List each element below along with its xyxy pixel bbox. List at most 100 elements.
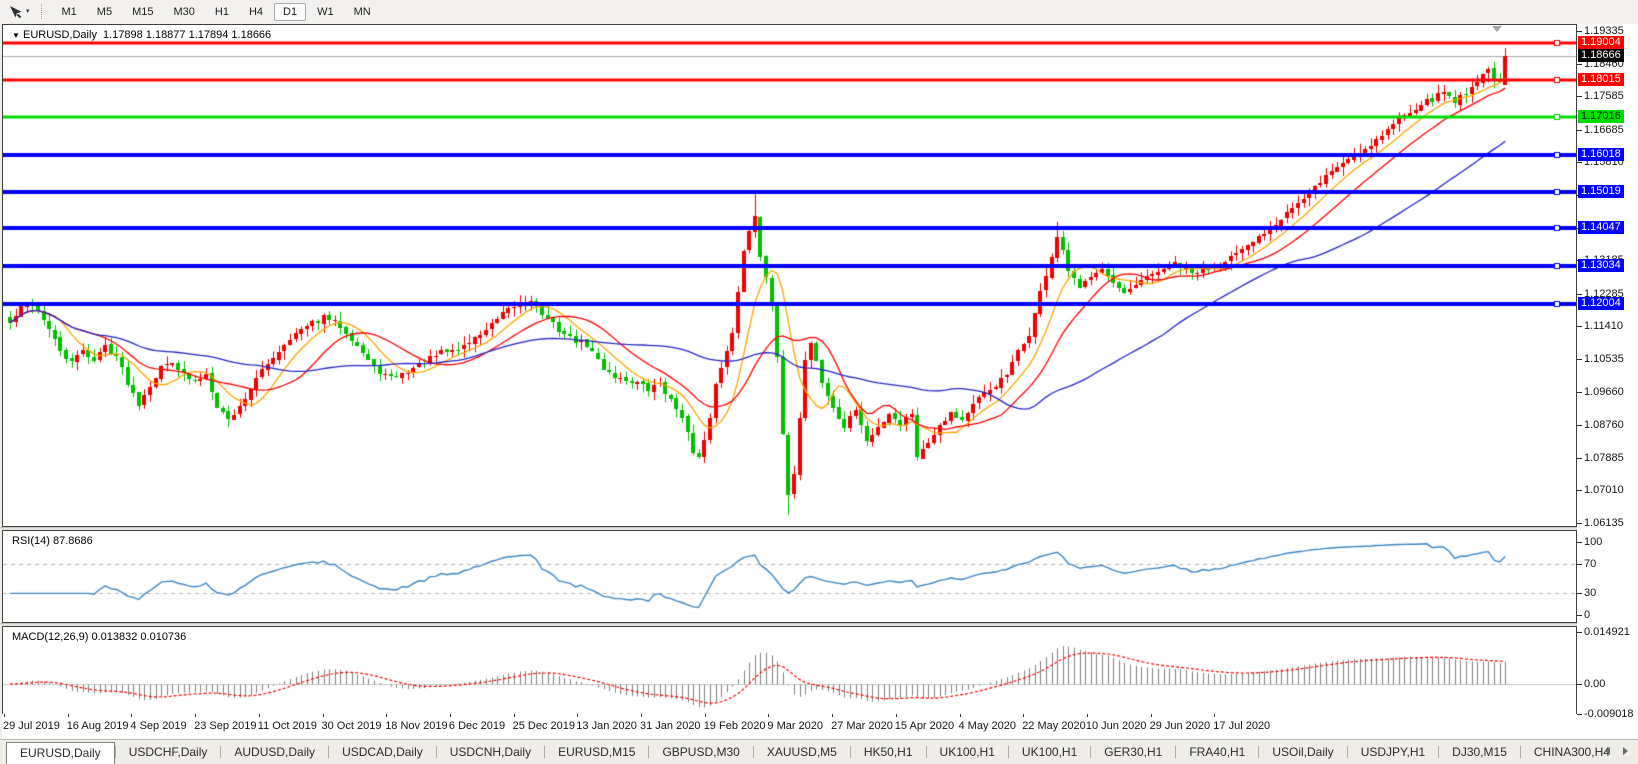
date-label: 30 Oct 2019	[321, 720, 382, 732]
tab-separator	[544, 746, 546, 758]
tab-separator	[1438, 746, 1440, 758]
timeframe-button-mn[interactable]: MN	[353, 5, 371, 18]
price-tick-label: 1.09660	[1577, 385, 1624, 398]
chart-tab-usoil-daily[interactable]: USOil,Daily	[1272, 745, 1334, 759]
macd-pane: MACD(12,26,9) 0.013832 0.010736	[2, 626, 1577, 715]
chart-tab-fra40-h1[interactable]: FRA40,H1	[1189, 745, 1246, 759]
rsi-tick-label: 100	[1577, 536, 1603, 548]
price-tick-label: 1.06135	[1577, 517, 1624, 529]
date-tick	[895, 714, 897, 717]
date-label: 25 Dec 2019	[512, 720, 575, 732]
tab-separator	[1090, 746, 1092, 758]
current-price-chip: 1.18666	[1578, 48, 1624, 62]
tab-separator	[1007, 746, 1009, 758]
pane-splitter[interactable]	[0, 623, 1638, 626]
date-label: 23 Sep 2019	[194, 720, 257, 732]
cursor-tool-button[interactable]: ▾	[4, 4, 34, 20]
date-tick	[641, 714, 642, 717]
level-price-chip: 1.13034	[1578, 258, 1624, 272]
chart-tab-eurusd-m15[interactable]: EURUSD,M15	[558, 745, 636, 759]
rsi-tick-label: 30	[1577, 587, 1597, 600]
date-label: 15 Apr 2020	[894, 720, 955, 732]
tab-separator	[1519, 746, 1521, 758]
date-axis[interactable]: 29 Jul 2019 16 Aug 2019 4 Sep 2019 23 Sep 2…	[2, 714, 1577, 739]
tab-separator	[925, 746, 927, 758]
rsi-pane: RSI(14) 87.8686	[2, 530, 1577, 623]
timeframe-button-m5[interactable]: M5	[96, 5, 113, 18]
date-tick	[4, 714, 5, 717]
chart-tab-gbpusd-m30[interactable]: GBPUSD,M30	[662, 745, 740, 759]
date-tick	[322, 714, 324, 717]
chart-tab-eurusd-daily[interactable]: EURUSD,Daily	[6, 742, 115, 764]
date-tick	[195, 714, 197, 717]
chart-tab-bar: EURUSD,Daily USDCHF,Daily AUDUSD,Daily USDC…	[0, 739, 1638, 764]
cursor-icon	[10, 5, 22, 18]
macd-tick-label: 0.014921	[1577, 625, 1630, 638]
tab-separator	[1175, 746, 1177, 758]
date-label: 16 Aug 2019	[66, 720, 129, 732]
price-tick-label: 1.08760	[1577, 419, 1624, 432]
chart-tab-dj30-m15[interactable]: DJ30,M15	[1452, 745, 1507, 759]
chart-tab-hk50-h1[interactable]: HK50,H1	[863, 745, 913, 759]
chart-tab-usdchf-daily[interactable]: USDCHF,Daily	[128, 745, 208, 759]
date-label: 13 Jan 2020	[576, 720, 637, 732]
tab-separator	[1346, 746, 1348, 758]
date-tick	[258, 714, 260, 717]
chart-tab-ger30-h1[interactable]: GER30,H1	[1104, 745, 1163, 759]
date-label: 18 Nov 2019	[385, 720, 448, 732]
date-tick	[1214, 714, 1216, 717]
chart-tab-usdcad-daily[interactable]: USDCAD,Daily	[342, 745, 423, 759]
price-tick-label: 1.11410	[1577, 320, 1623, 333]
date-label: 4 May 2020	[958, 720, 1016, 732]
date-tick	[513, 714, 515, 717]
tab-separator	[648, 746, 650, 758]
main-chart-pane: ▼ EURUSD,Daily 1.17898 1.18877 1.17894 1.…	[2, 24, 1577, 527]
date-label: 4 Sep 2019	[130, 720, 187, 732]
level-price-chip: 1.12004	[1578, 297, 1624, 311]
timeframe-button-m15[interactable]: M15	[132, 5, 154, 18]
macd-tick-label: 0.00	[1577, 678, 1606, 690]
price-axis[interactable]: 1.193351.184601.175851.166851.158101.149…	[1577, 24, 1638, 739]
macd-tick-label: -0.009018	[1577, 708, 1634, 720]
chart-tab-usdjpy-h1[interactable]: USDJPY,H1	[1360, 745, 1426, 759]
tab-separator	[220, 746, 222, 758]
chart-shift-marker[interactable]	[1492, 26, 1502, 32]
date-tick	[1023, 714, 1025, 717]
timeframe-button-d1[interactable]: D1	[274, 2, 307, 21]
rsi-canvas[interactable]	[3, 531, 1576, 622]
price-tick-label: 1.10535	[1577, 353, 1624, 365]
price-tick-label: 1.12285	[1577, 287, 1624, 300]
pane-splitter[interactable]	[0, 527, 1638, 530]
timeframe-toolbar: ▾ M1 M5 M15 M30 H1 H4 D1 W1 MN	[0, 0, 1638, 23]
main-chart-canvas[interactable]	[3, 25, 1576, 526]
date-label: 27 Mar 2020	[831, 720, 893, 732]
timeframe-button-m1[interactable]: M1	[61, 5, 77, 18]
date-tick	[959, 714, 961, 717]
tab-separator	[752, 746, 754, 758]
tab-scroll-left-icon[interactable]	[1605, 747, 1610, 755]
rsi-tick-label: 0	[1577, 609, 1591, 621]
timeframe-button-h4[interactable]: H4	[248, 5, 264, 18]
tab-separator	[114, 746, 116, 758]
date-label: 10 Jun 2020	[1085, 720, 1147, 732]
price-tick-label: 1.07010	[1577, 484, 1624, 497]
chart-tab-usdcnh-daily[interactable]: USDCNH,Daily	[449, 745, 532, 759]
timeframe-button-m30[interactable]: M30	[173, 5, 195, 18]
level-price-chip: 1.14047	[1578, 221, 1624, 235]
chart-tab-audusd-daily[interactable]: AUDUSD,Daily	[234, 745, 316, 759]
timeframe-button-h1[interactable]: H1	[214, 5, 229, 18]
chevron-down-icon: ▾	[26, 8, 30, 15]
chart-title-ohlc: 1.17898 1.18877 1.17894 1.18666	[102, 29, 272, 41]
chart-tab-uk100-h1[interactable]: UK100,H1	[1021, 745, 1078, 759]
chart-tab-china300-h4[interactable]: CHINA300,H4	[1533, 745, 1610, 759]
date-label: 19 Feb 2020	[703, 720, 766, 732]
level-price-chip: 1.16018	[1578, 147, 1624, 161]
timeframe-button-w1[interactable]: W1	[317, 5, 334, 18]
chart-tab-uk100-h1[interactable]: UK100,H1	[939, 745, 995, 759]
macd-canvas[interactable]	[3, 627, 1576, 714]
tab-scroll-buttons	[1605, 747, 1628, 755]
chart-tab-xauusd-m5[interactable]: XAUUSD,M5	[766, 745, 837, 759]
date-tick	[67, 714, 69, 717]
tab-scroll-right-icon[interactable]	[1623, 747, 1628, 755]
chart-collapse-icon[interactable]: ▼	[12, 31, 20, 40]
